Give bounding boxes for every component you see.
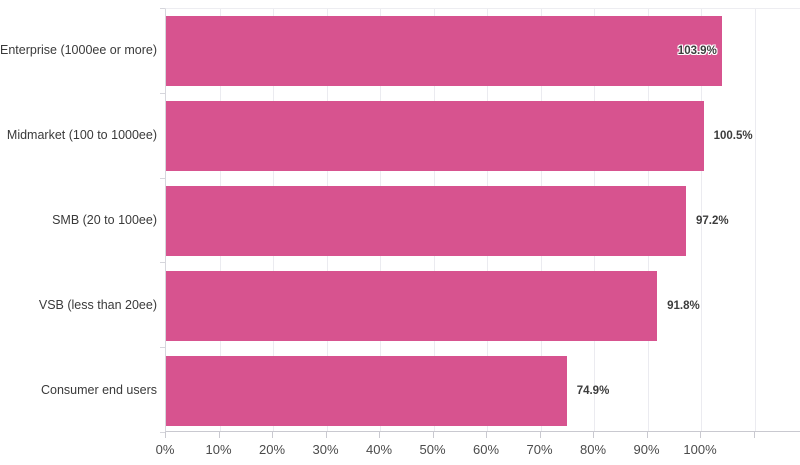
- bar-row: 97.2%: [166, 179, 800, 264]
- value-label: 74.9%: [576, 384, 610, 397]
- category-label: VSB (less than 20ee): [38, 297, 157, 312]
- y-axis-tick: [160, 347, 165, 349]
- y-axis-tick: [160, 8, 165, 9]
- x-tick-label: 50%: [419, 442, 446, 457]
- category-label: Midmarket (100 to 1000ee): [6, 128, 157, 143]
- bar: [166, 185, 686, 256]
- x-axis-tick: [753, 432, 755, 438]
- x-axis-tick: [432, 432, 434, 438]
- value-label: 97.2%: [696, 214, 729, 227]
- x-tick-label: 0%: [155, 442, 175, 457]
- x-axis-tick: [646, 432, 648, 438]
- category-label: Enterprise (1000ee or more): [0, 43, 158, 58]
- x-tick-label: 10%: [205, 442, 232, 457]
- plot-area: 103.9% 100.5% 97.2% 91.8% 74.9%: [165, 8, 800, 432]
- x-axis-tick: [379, 432, 380, 438]
- x-tick-label: 100%: [683, 442, 717, 457]
- x-tick-label: 40%: [365, 442, 393, 457]
- x-axis-tick: [700, 432, 701, 438]
- value-label: 103.9%: [677, 45, 717, 58]
- x-tick-label: 60%: [472, 442, 500, 457]
- x-axis-tick: [165, 432, 166, 438]
- x-axis-tick: [593, 432, 594, 438]
- value-label: 100.5%: [713, 130, 753, 143]
- y-axis-tick: [160, 432, 165, 433]
- bar: [166, 270, 658, 341]
- x-axis-tick: [325, 432, 327, 438]
- bar-row: 74.9%: [166, 348, 800, 433]
- gridline: [754, 9, 756, 431]
- bar: [166, 101, 704, 172]
- bar: [166, 355, 567, 426]
- x-tick-label: 20%: [258, 442, 286, 457]
- x-tick-label: 90%: [633, 442, 660, 457]
- category-label: Consumer end users: [40, 382, 157, 397]
- x-axis-tick: [218, 432, 220, 438]
- value-label: 91.8%: [667, 299, 700, 312]
- y-axis-tick: [160, 177, 165, 179]
- x-axis-tick: [272, 432, 273, 438]
- bar-row: 103.9%: [166, 9, 800, 94]
- bar-row: 91.8%: [166, 263, 800, 348]
- y-axis-tick: [160, 92, 165, 94]
- x-tick-label: 30%: [312, 442, 339, 457]
- x-tick-label: 70%: [526, 442, 553, 457]
- y-axis-tick: [160, 262, 165, 264]
- x-axis-tick: [539, 432, 541, 438]
- x-axis-tick: [486, 432, 487, 438]
- x-tick-label: 80%: [579, 442, 607, 457]
- category-label: SMB (20 to 100ee): [52, 213, 157, 227]
- gridline: [701, 9, 702, 431]
- bar: [166, 16, 722, 87]
- bar-row: 100.5%: [166, 94, 800, 179]
